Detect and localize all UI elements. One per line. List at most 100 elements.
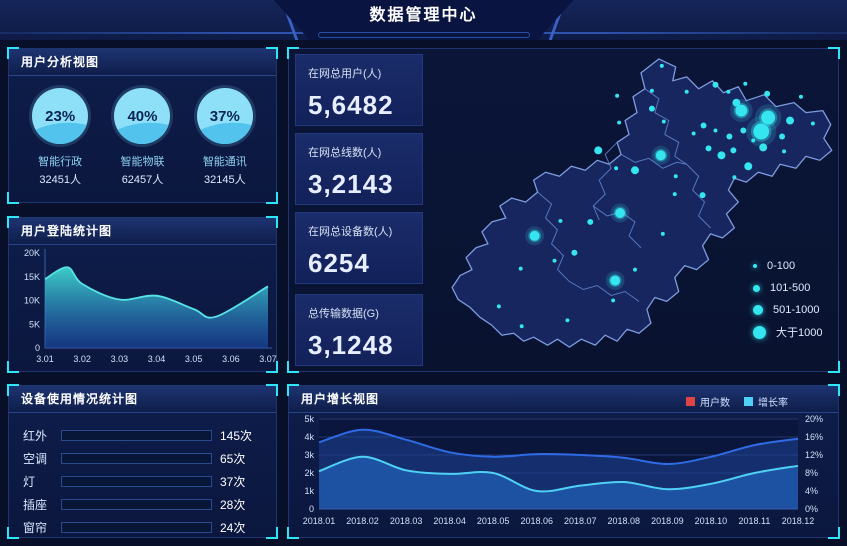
panel-title-device-usage: 设备使用情况统计图 — [9, 386, 276, 413]
bar-track — [61, 430, 212, 441]
svg-text:2018.05: 2018.05 — [477, 516, 510, 526]
device-bar-row-3: 插座 28次 — [23, 494, 264, 515]
svg-text:2018.07: 2018.07 — [564, 516, 597, 526]
stat-value: 3,1248 — [308, 330, 394, 360]
banner-underline — [317, 32, 530, 38]
svg-text:3.02: 3.02 — [73, 354, 91, 364]
svg-text:0: 0 — [309, 504, 314, 514]
gauge-count: 32145人 — [204, 174, 246, 186]
legend-label: 0-100 — [767, 260, 796, 272]
svg-text:5K: 5K — [29, 319, 40, 329]
svg-text:4%: 4% — [805, 486, 818, 496]
bar-track — [61, 453, 212, 464]
legend-item-users[interactable]: 用户数 — [686, 394, 730, 409]
map-legend-item-0: 0-100 — [753, 255, 839, 277]
svg-text:3.05: 3.05 — [185, 354, 203, 364]
panel-device-usage: 设备使用情况统计图 红外 145次 空调 65次灯 37次 插座 28次 窗帘 — [7, 384, 278, 539]
bar-label: 窗帘 — [23, 521, 48, 535]
stat-label: 在网总设备数(人) — [308, 226, 393, 238]
panel-login-stats: 用户登陆统计图 0 5K 10K 15K 20K 3.01 3.02 3.03 3.04 3.05… — [7, 216, 278, 373]
gauge-percent: 23% — [45, 107, 76, 125]
bar-label: 红外 — [23, 429, 48, 443]
gauge-label: 智能物联 — [120, 156, 165, 168]
stat-card-0: 在网总用户(人) 5,6482 — [295, 54, 423, 126]
stat-label: 总传输数据(G) — [308, 308, 379, 320]
page-title: 数据管理中心 — [369, 7, 478, 24]
svg-text:1k: 1k — [304, 486, 314, 496]
svg-text:3.04: 3.04 — [148, 354, 166, 364]
svg-text:3k: 3k — [304, 450, 314, 460]
svg-text:4k: 4k — [304, 432, 314, 442]
stat-card-1: 在网总线数(人) 3,2143 — [295, 133, 423, 205]
map-outline — [451, 58, 833, 348]
stat-value: 3,2143 — [308, 169, 394, 199]
legend-label: 大于1000 — [776, 327, 823, 339]
svg-text:2018.11: 2018.11 — [739, 516, 771, 526]
bar-label: 插座 — [23, 498, 48, 512]
stat-card-2: 在网总设备数(人) 6254 — [295, 212, 423, 284]
legend-label: 501-1000 — [773, 304, 820, 316]
legend-dot — [753, 264, 757, 268]
svg-text:15K: 15K — [24, 272, 40, 282]
svg-text:2018.03: 2018.03 — [390, 516, 423, 526]
svg-text:2018.09: 2018.09 — [651, 516, 684, 526]
device-bar-row-1: 空调 65次 — [23, 448, 264, 469]
gauge-label: 智能通讯 — [202, 156, 247, 168]
svg-text:3.03: 3.03 — [111, 354, 129, 364]
gauge-circle: 37% — [196, 88, 253, 144]
bar-track — [61, 476, 212, 487]
legend-dot — [753, 305, 763, 315]
svg-text:2018.04: 2018.04 — [433, 516, 466, 526]
stat-value: 5,6482 — [308, 90, 394, 120]
stat-label: 在网总用户(人) — [308, 68, 382, 80]
device-bar-row-2: 灯 37次 — [23, 471, 264, 492]
legend-swatch-users — [686, 397, 695, 406]
svg-text:2018.08: 2018.08 — [608, 516, 641, 526]
title-banner: 数据管理中心 — [273, 0, 574, 40]
bar-label: 灯 — [23, 475, 36, 489]
panel-user-analysis: 用户分析视图 23% 智能行政 32451人 40% 智能物联 62457人 3… — [7, 47, 278, 204]
gauge-0: 23% 智能行政 32451人 — [22, 88, 98, 187]
gauge-circle: 40% — [114, 88, 171, 144]
legend-dot — [753, 284, 760, 292]
bar-value: 24次 — [220, 521, 246, 535]
gauge-circle: 23% — [32, 88, 89, 144]
svg-text:2018.06: 2018.06 — [520, 516, 553, 526]
gauge-percent: 37% — [209, 107, 240, 125]
panel-title-user-analysis: 用户分析视图 — [9, 49, 276, 76]
gauge-label: 智能行政 — [38, 156, 83, 168]
bar-value: 145次 — [220, 429, 253, 443]
bar-label: 空调 — [23, 452, 48, 466]
map-legend-item-1: 101-500 — [753, 277, 839, 299]
gauge-group: 23% 智能行政 32451人 40% 智能物联 62457人 37% 智能通讯… — [9, 76, 276, 187]
legend-item-growth-rate[interactable]: 增长率 — [744, 394, 788, 409]
svg-text:2k: 2k — [304, 468, 314, 478]
bar-track — [61, 522, 212, 533]
gauge-percent: 40% — [127, 107, 158, 125]
stat-value: 6254 — [308, 248, 370, 278]
svg-text:12%: 12% — [805, 450, 823, 460]
svg-text:16%: 16% — [805, 432, 823, 442]
gauge-2: 37% 智能通讯 32145人 — [187, 88, 263, 187]
map-inner-borders — [537, 88, 711, 302]
svg-text:3.06: 3.06 — [222, 354, 240, 364]
device-bar-row-0: 红外 145次 — [23, 425, 264, 446]
svg-text:2018.02: 2018.02 — [346, 516, 379, 526]
bar-value: 28次 — [220, 498, 246, 512]
map-legend-item-3: 大于1000 — [753, 321, 839, 343]
region-map — [451, 58, 833, 348]
svg-text:0%: 0% — [805, 504, 818, 514]
gauge-1: 40% 智能物联 62457人 — [104, 88, 180, 187]
map-legend-item-2: 501-1000 — [753, 299, 839, 321]
svg-text:2018.10: 2018.10 — [695, 516, 728, 526]
top-header: 数据管理中心 — [0, 0, 847, 40]
bar-value: 65次 — [220, 452, 246, 466]
panel-title-login-stats: 用户登陆统计图 — [9, 218, 276, 245]
gauge-count: 62457人 — [121, 174, 164, 186]
svg-text:2018.01: 2018.01 — [303, 516, 336, 526]
growth-chart-legend: 用户数 增长率 — [686, 394, 788, 409]
svg-text:2018.12: 2018.12 — [782, 516, 815, 526]
growth-area-chart: 0 1k 2k 3k 4k 5k 0% 4% 8% 12% 16% 20% 2018.01 2018.02… — [303, 414, 823, 526]
svg-text:3.01: 3.01 — [36, 354, 54, 364]
map-legend: 0-100 101-500 501-1000 大于1000 — [753, 255, 839, 343]
